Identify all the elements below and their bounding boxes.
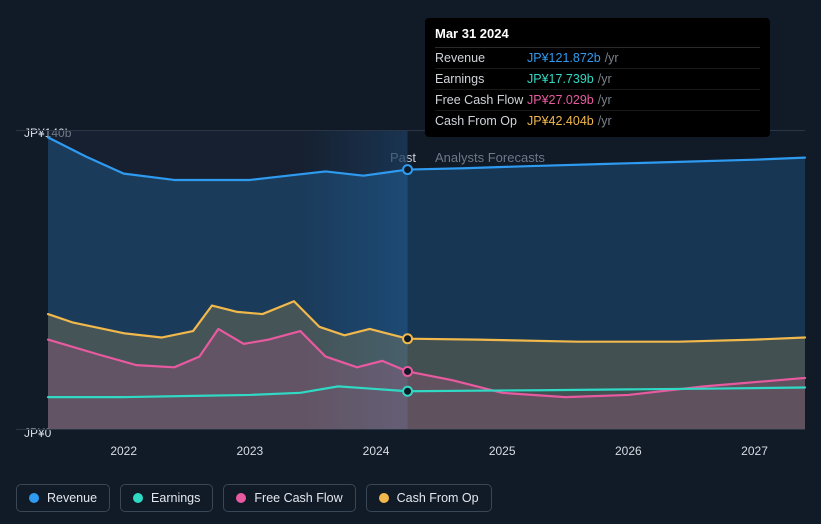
x-axis-tick: 2022 bbox=[110, 444, 137, 458]
tooltip-metric-value: JP¥27.029b bbox=[527, 93, 594, 107]
chart-plot-area[interactable] bbox=[16, 130, 805, 430]
x-axis-tick: 2024 bbox=[363, 444, 390, 458]
x-axis-tick: 2026 bbox=[615, 444, 642, 458]
tooltip-row: EarningsJP¥17.739b/yr bbox=[435, 69, 760, 90]
legend-item[interactable]: Revenue bbox=[16, 484, 110, 512]
x-axis-tick: 2023 bbox=[237, 444, 264, 458]
legend-swatch-icon bbox=[379, 493, 389, 503]
tooltip-rows: RevenueJP¥121.872b/yrEarningsJP¥17.739b/… bbox=[435, 48, 760, 131]
tooltip-metric-unit: /yr bbox=[598, 72, 612, 86]
legend-item[interactable]: Earnings bbox=[120, 484, 213, 512]
legend-label: Cash From Op bbox=[397, 491, 479, 505]
legend-swatch-icon bbox=[29, 493, 39, 503]
legend-swatch-icon bbox=[236, 493, 246, 503]
tooltip-row: Cash From OpJP¥42.404b/yr bbox=[435, 111, 760, 131]
tooltip-metric-value: JP¥42.404b bbox=[527, 114, 594, 128]
x-axis: 2022 2023 2024 2025 2026 2027 bbox=[16, 444, 805, 464]
series-marker bbox=[403, 387, 412, 396]
chart-svg bbox=[16, 131, 805, 429]
legend-label: Revenue bbox=[47, 491, 97, 505]
legend-item[interactable]: Free Cash Flow bbox=[223, 484, 355, 512]
tooltip-metric-unit: /yr bbox=[605, 51, 619, 65]
tooltip-metric-label: Revenue bbox=[435, 51, 527, 65]
tooltip-metric-value: JP¥17.739b bbox=[527, 72, 594, 86]
tooltip-metric-unit: /yr bbox=[598, 114, 612, 128]
x-axis-tick: 2027 bbox=[741, 444, 768, 458]
chart-tooltip: Mar 31 2024 RevenueJP¥121.872b/yrEarning… bbox=[425, 18, 770, 137]
tooltip-date: Mar 31 2024 bbox=[435, 26, 760, 48]
series-marker bbox=[403, 334, 412, 343]
series-marker bbox=[403, 367, 412, 376]
chart-legend: Revenue Earnings Free Cash Flow Cash From O… bbox=[16, 484, 492, 512]
legend-swatch-icon bbox=[133, 493, 143, 503]
legend-label: Earnings bbox=[151, 491, 200, 505]
legend-label: Free Cash Flow bbox=[254, 491, 342, 505]
tooltip-row: Free Cash FlowJP¥27.029b/yr bbox=[435, 90, 760, 111]
tooltip-metric-value: JP¥121.872b bbox=[527, 51, 601, 65]
series-marker bbox=[403, 165, 412, 174]
tooltip-row: RevenueJP¥121.872b/yr bbox=[435, 48, 760, 69]
tooltip-metric-label: Earnings bbox=[435, 72, 527, 86]
legend-item[interactable]: Cash From Op bbox=[366, 484, 492, 512]
x-axis-tick: 2025 bbox=[489, 444, 516, 458]
tooltip-metric-label: Free Cash Flow bbox=[435, 93, 527, 107]
tooltip-metric-unit: /yr bbox=[598, 93, 612, 107]
tooltip-metric-label: Cash From Op bbox=[435, 114, 527, 128]
